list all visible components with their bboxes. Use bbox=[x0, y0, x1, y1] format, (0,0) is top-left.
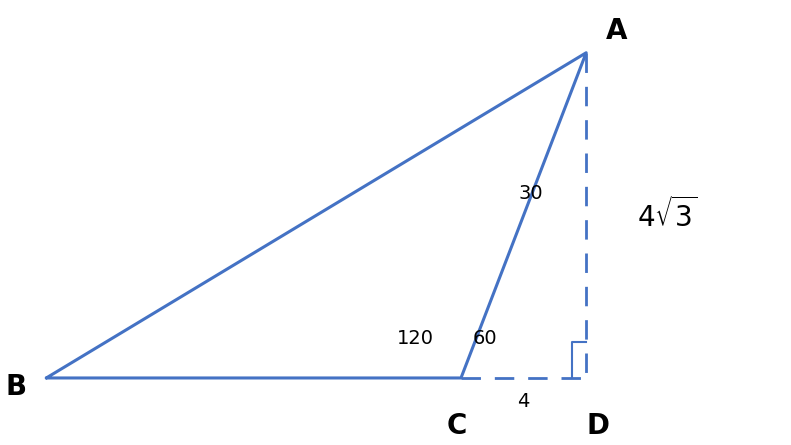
Text: 120: 120 bbox=[396, 329, 433, 348]
Text: 60: 60 bbox=[473, 329, 498, 348]
Text: $4\sqrt{3}$: $4\sqrt{3}$ bbox=[637, 198, 698, 233]
Text: A: A bbox=[606, 17, 627, 45]
Text: 30: 30 bbox=[519, 185, 543, 203]
Text: 4: 4 bbox=[517, 392, 530, 411]
Text: B: B bbox=[6, 372, 27, 400]
Text: C: C bbox=[447, 412, 467, 440]
Text: D: D bbox=[586, 412, 609, 440]
